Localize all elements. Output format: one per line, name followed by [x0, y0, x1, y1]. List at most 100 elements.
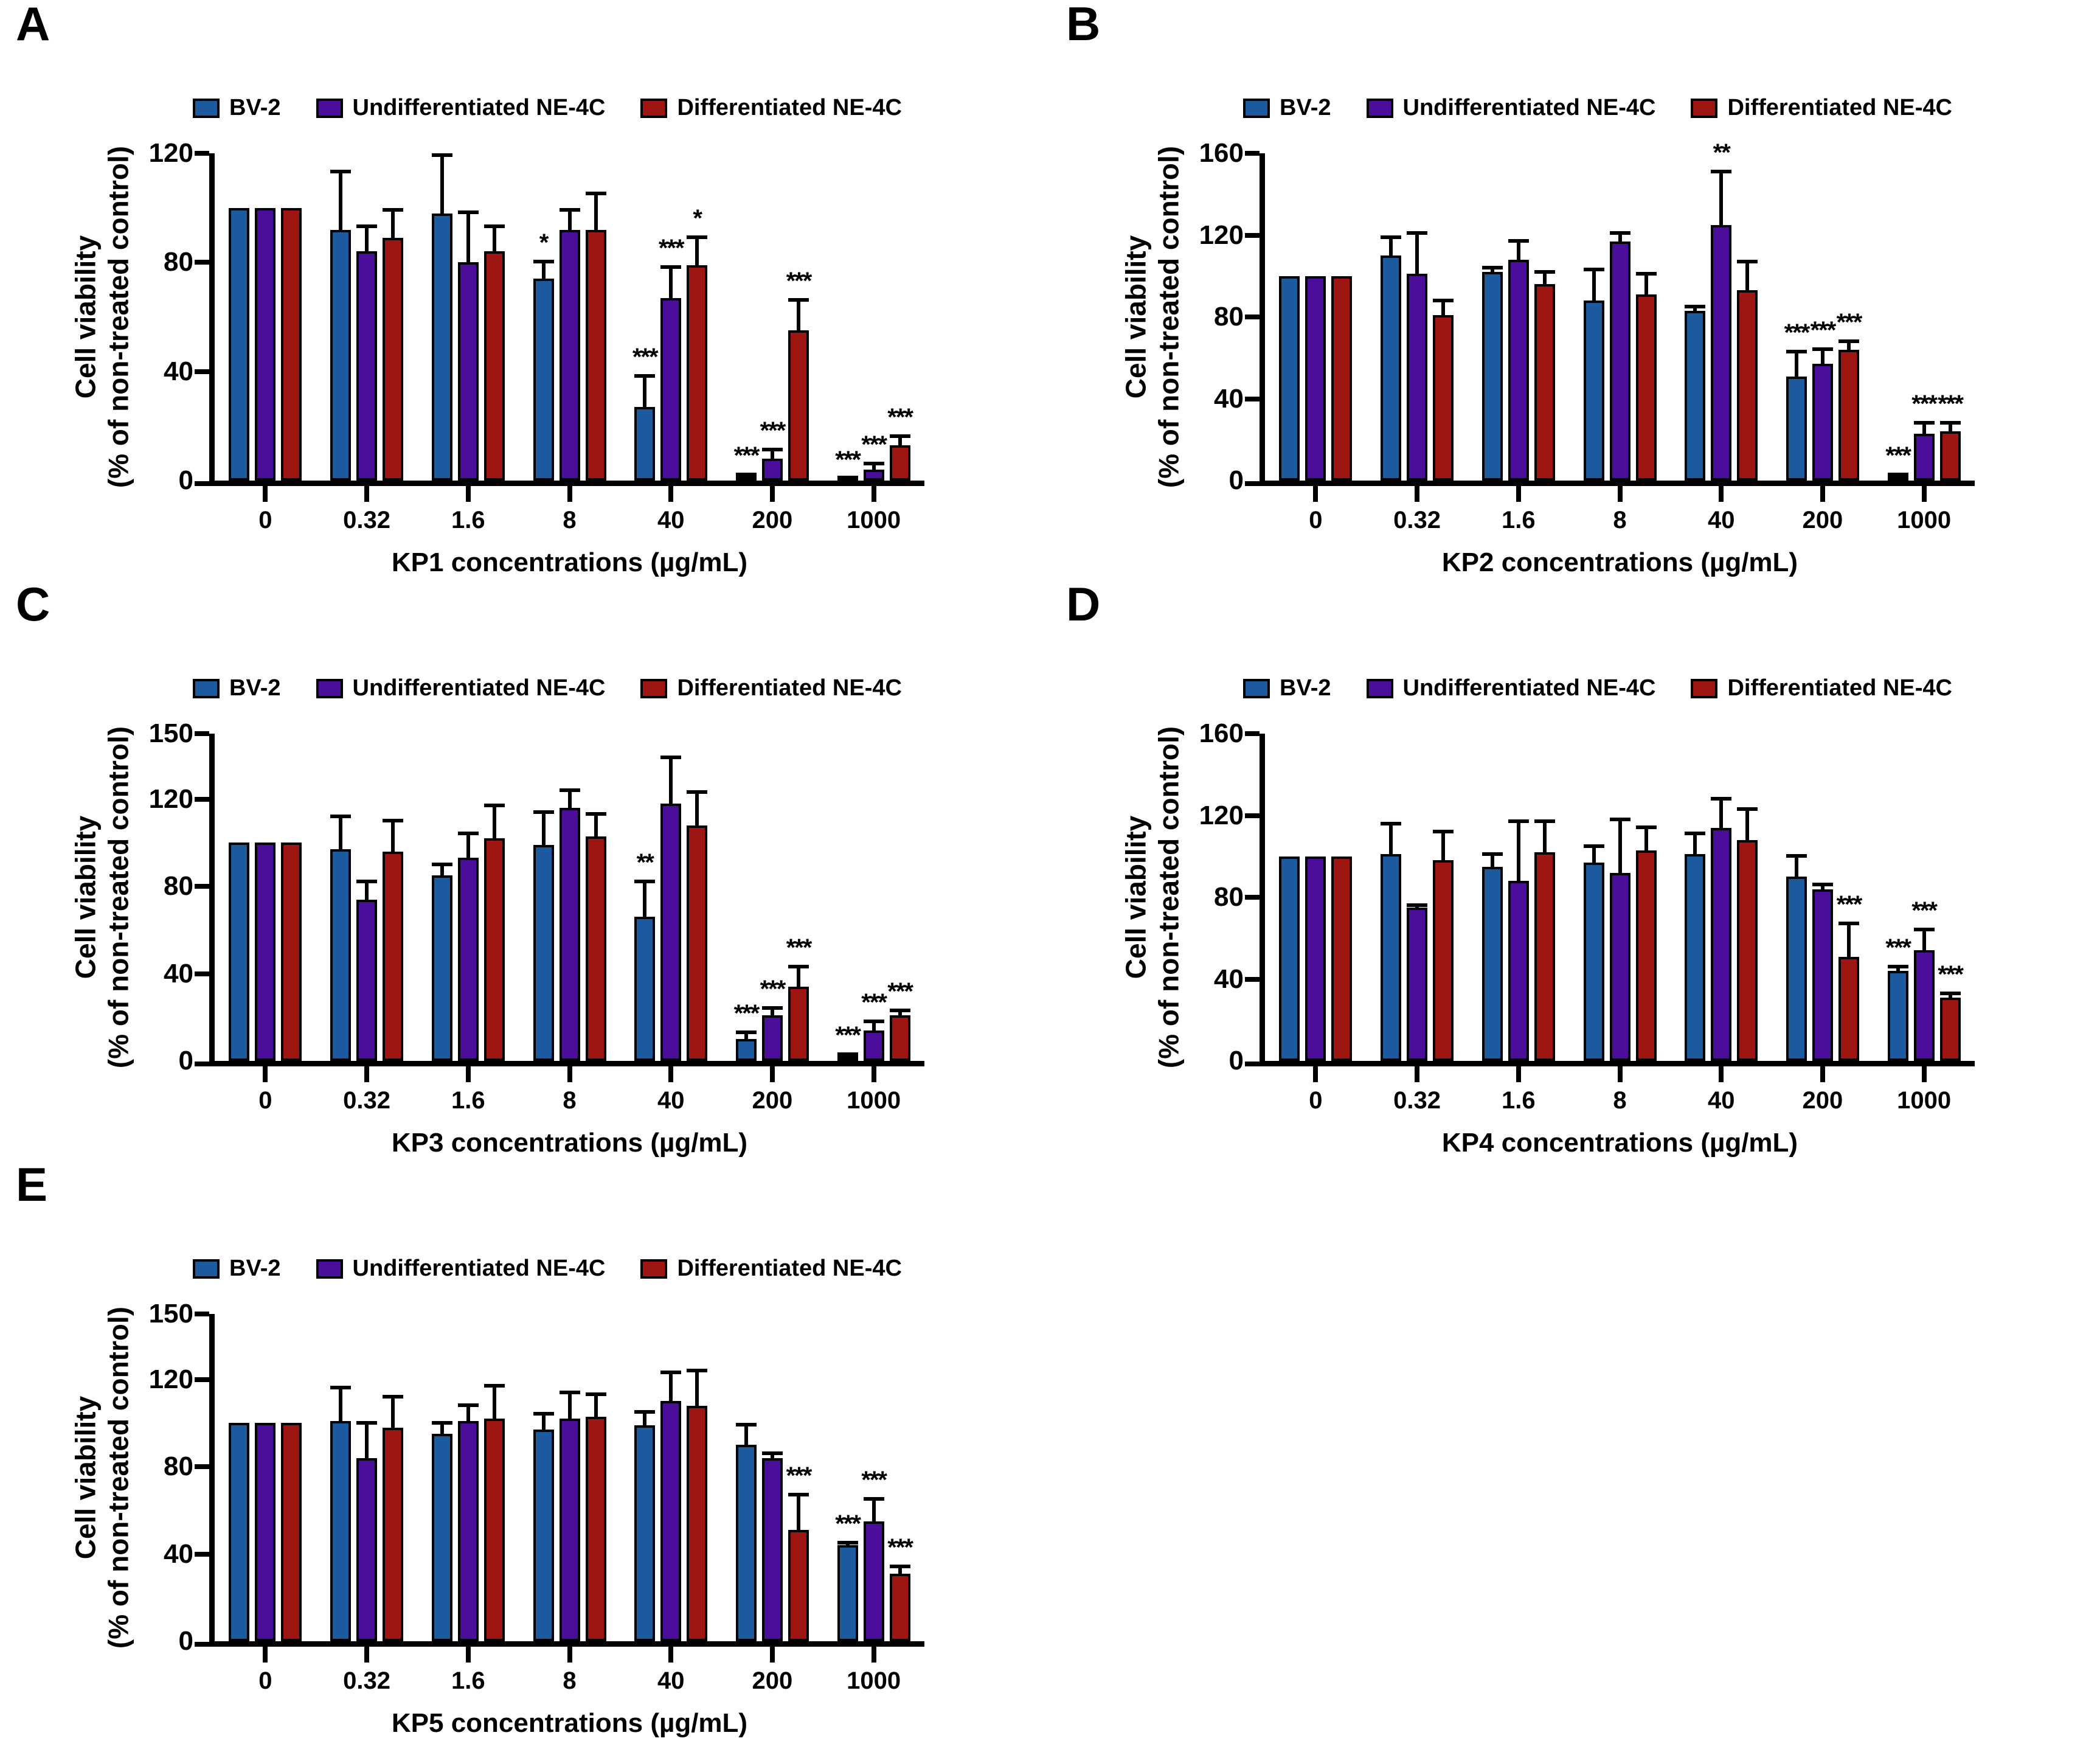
y-tick-label: 120	[1199, 800, 1244, 830]
x-tick	[871, 1066, 876, 1082]
error-bar	[339, 814, 343, 850]
bar	[761, 459, 783, 481]
error-cap	[1711, 797, 1732, 801]
error-bar	[466, 832, 470, 858]
error-cap	[1838, 922, 1859, 926]
error-bar	[594, 1392, 598, 1417]
legend-label: BV-2	[1280, 95, 1331, 120]
x-tick	[1313, 1066, 1319, 1082]
x-axis-title: KP2 concentrations (µg/mL)	[1441, 547, 1798, 577]
error-bar	[440, 862, 444, 876]
significance-stars: **	[636, 849, 654, 877]
significance-stars: ***	[887, 978, 913, 1005]
error-cap	[1609, 817, 1630, 821]
x-tick	[263, 1647, 268, 1663]
error-cap	[1786, 854, 1807, 858]
significance-stars: ***	[786, 934, 813, 962]
bar	[255, 843, 276, 1061]
error-bar	[1794, 349, 1798, 377]
error-bar	[567, 788, 572, 808]
plot-area: 0 40 80 120 160 0 0.32 1.6 8 40 ** 200 *** *** *** 1000…	[1050, 0, 2100, 580]
error-cap	[383, 818, 404, 822]
legend-item: BV-2	[193, 1256, 281, 1282]
error-bar	[541, 810, 546, 845]
error-cap	[1609, 231, 1630, 235]
x-tick	[1617, 1066, 1623, 1082]
significance-stars: ***	[1885, 442, 1911, 469]
bar	[735, 1039, 757, 1061]
legend-label: BV-2	[229, 1256, 281, 1281]
significance-stars: ***	[786, 267, 813, 294]
x-tick	[1313, 486, 1319, 502]
y-tick-label: 150	[148, 1299, 193, 1329]
bar	[1887, 476, 1908, 481]
bar	[1812, 889, 1833, 1061]
bar	[660, 297, 682, 481]
error-cap	[1534, 819, 1555, 824]
x-tick-label: 8	[1613, 507, 1627, 533]
x-tick	[1415, 486, 1420, 502]
bar	[1609, 241, 1630, 481]
significance-stars: ***	[835, 1021, 861, 1049]
y-tick-label: 160	[1199, 138, 1244, 168]
x-tick-label: 0.32	[1393, 507, 1441, 533]
error-bar	[1745, 259, 1750, 291]
legend-label: BV-2	[229, 95, 281, 120]
error-cap	[356, 880, 378, 884]
error-cap	[1433, 830, 1454, 834]
error-cap	[1913, 421, 1935, 425]
x-tick-label: 0	[258, 507, 272, 533]
y-tick-label: 120	[1199, 220, 1244, 250]
error-cap	[1685, 832, 1706, 836]
error-cap	[735, 1423, 757, 1427]
bar	[483, 838, 505, 1061]
x-tick-label: 0.32	[343, 1667, 390, 1694]
error-cap	[687, 1368, 708, 1372]
legend-swatch	[316, 98, 343, 118]
legend-swatch	[193, 678, 220, 698]
x-tick	[769, 1066, 775, 1082]
y-tick	[1245, 895, 1260, 900]
bar	[1685, 854, 1706, 1061]
error-bar	[1922, 421, 1926, 434]
x-tick-label: 200	[752, 1667, 793, 1694]
x-tick-label: 40	[657, 1087, 685, 1114]
error-cap	[1407, 231, 1428, 235]
x-tick-label: 200	[752, 1087, 793, 1114]
y-tick	[195, 1061, 209, 1066]
x-tick	[263, 486, 268, 502]
significance-stars: ***	[632, 344, 659, 371]
bar	[330, 849, 352, 1061]
error-bar	[1693, 832, 1697, 855]
bar	[533, 1430, 554, 1641]
x-tick	[364, 486, 370, 502]
legend: BV-2 Undifferentiated NE-4C Differentiated…	[170, 95, 924, 121]
x-tick-label: 1.6	[451, 507, 485, 533]
bar	[330, 229, 352, 481]
error-cap	[533, 810, 554, 814]
error-cap	[1812, 883, 1833, 887]
x-axis	[1260, 1061, 1975, 1066]
x-tick-label: 1.6	[1501, 1087, 1536, 1114]
error-cap	[1913, 928, 1935, 932]
legend-label: BV-2	[1280, 675, 1331, 701]
x-tick-label: 1000	[1897, 1087, 1952, 1114]
x-tick-label: 40	[657, 1667, 685, 1694]
panel-letter: E	[16, 1158, 48, 1211]
legend-label: BV-2	[229, 675, 281, 701]
error-bar	[796, 1493, 800, 1531]
x-tick	[1820, 1066, 1825, 1082]
bar	[837, 1545, 858, 1641]
error-cap	[1685, 304, 1706, 308]
bar	[533, 844, 554, 1061]
bar	[431, 1434, 452, 1641]
y-tick-label: 40	[164, 958, 193, 989]
y-tick	[1245, 731, 1260, 736]
y-tick	[195, 481, 209, 486]
error-cap	[634, 374, 656, 378]
error-cap	[1939, 421, 1961, 425]
y-tick	[1245, 976, 1260, 982]
significance-stars: ***	[786, 1462, 813, 1490]
x-tick-label: 0	[1309, 1087, 1323, 1114]
error-cap	[660, 755, 682, 759]
